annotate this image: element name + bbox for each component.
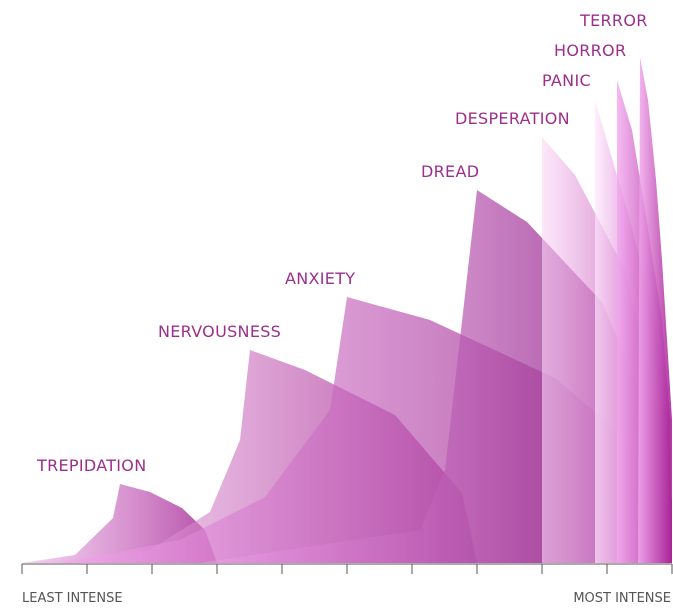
emotion-label: DESPERATION [455,109,570,128]
emotion-label: TERROR [579,11,648,30]
emotion-label: ANXIETY [285,269,355,288]
axis-left-label: LEAST INTENSE [22,591,123,606]
emotion-label: DREAD [421,162,479,181]
emotion-label: HORROR [554,41,626,60]
emotion-label: PANIC [542,71,591,90]
emotion-label: TREPIDATION [36,456,146,475]
intensity-axis [21,563,673,574]
axis-right-label: MOST INTENSE [573,591,671,606]
terror-shape [638,57,672,563]
emotion-label: NERVOUSNESS [158,322,281,341]
